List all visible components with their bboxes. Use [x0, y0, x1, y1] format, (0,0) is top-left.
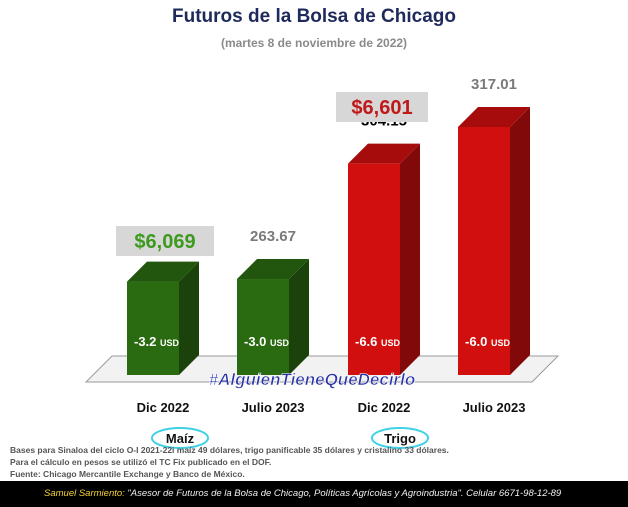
bar-side: [289, 259, 309, 375]
chart-floor: [84, 355, 560, 383]
note-tc-fix: Para el cálculo en pesos se utilizó el T…: [10, 457, 272, 467]
footer-bar: Samuel Sarmiento: "Asesor de Futuros de …: [0, 481, 628, 507]
bar-top: [237, 259, 309, 280]
bar: [348, 163, 400, 375]
peso-label-box: [116, 226, 214, 256]
group-label: Maíz: [166, 431, 195, 446]
bar-top: [348, 143, 420, 164]
peso-label: $6,069: [134, 231, 195, 253]
peso-label-box: [336, 92, 428, 122]
change-unit: USD: [160, 338, 180, 348]
group-ellipse: [371, 427, 429, 449]
change-unit: USD: [381, 338, 401, 348]
category-label: Julio 2023: [463, 400, 526, 415]
change-unit: USD: [491, 338, 511, 348]
category-label: Julio 2023: [242, 400, 305, 415]
peso-label: $6,601: [351, 97, 412, 119]
bar: [458, 127, 510, 375]
category-label: Dic 2022: [358, 400, 411, 415]
note-source: Fuente: Chicago Mercantile Exchange y Ba…: [10, 469, 245, 479]
bar-side: [510, 107, 530, 375]
footer-author: Samuel Sarmiento:: [44, 488, 125, 499]
change-label: -6.0 USD: [465, 334, 511, 349]
bar: [237, 279, 289, 375]
category-label: Dic 2022: [137, 400, 190, 415]
bar-chart: -3.2 USD262.78Dic 2022-3.0 USD263.67Juli…: [84, 76, 560, 449]
change-label: -6.6 USD: [355, 334, 401, 349]
group-label: Trigo: [384, 431, 416, 446]
chart-title: Futuros de la Bolsa de Chicago: [172, 6, 456, 27]
chart-subtitle: (martes 8 de noviembre de 2022): [220, 36, 408, 50]
group-ellipse: [151, 427, 209, 449]
bar-side: [400, 143, 420, 375]
bar-top: [127, 261, 199, 282]
footer-text: "Asesor de Futuros de la Bolsa de Chicag…: [124, 488, 562, 499]
value-label: 317.01: [471, 76, 517, 93]
change-unit: USD: [270, 338, 290, 348]
change-label: -3.2 USD: [134, 334, 180, 349]
hashtag-watermark: #AlguienTieneQueDecirlo: [209, 370, 416, 389]
note-bases: Bases para Sinaloa del ciclo O-I 2021-22…: [10, 445, 449, 455]
change-label: -3.0 USD: [244, 334, 290, 349]
bar-side: [179, 261, 199, 375]
bar: [127, 281, 179, 375]
value-label: 263.67: [250, 228, 296, 245]
bar-top: [458, 107, 530, 127]
